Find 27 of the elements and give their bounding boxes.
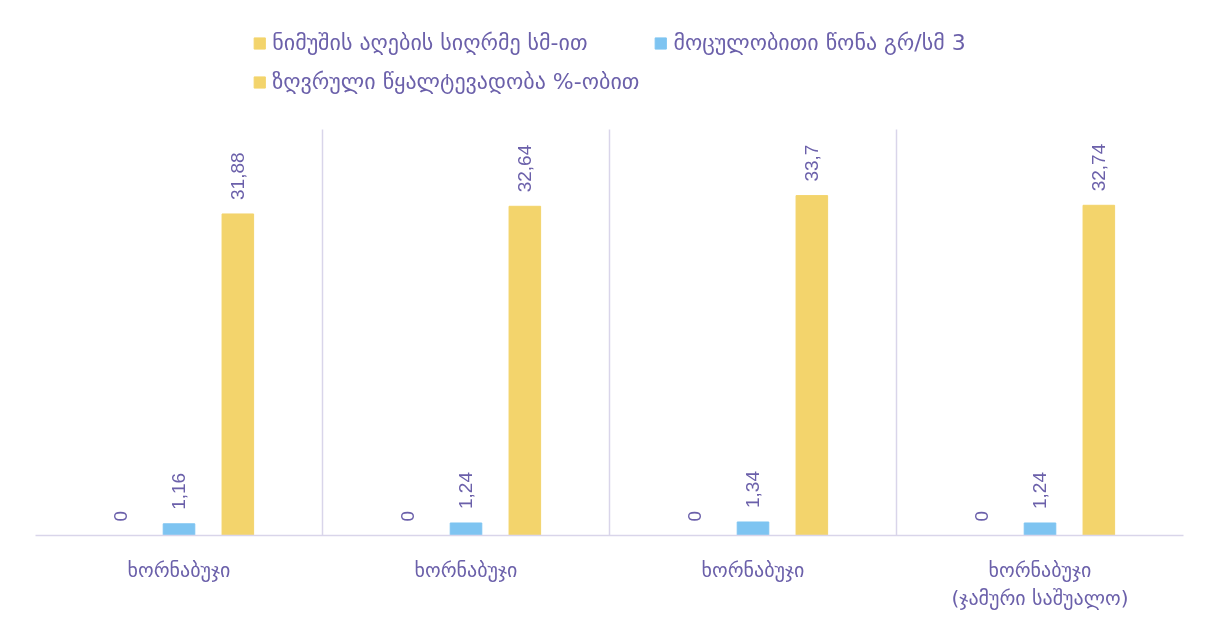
bar — [795, 195, 829, 536]
data-label: 0 — [683, 510, 705, 522]
data-label: 0 — [396, 510, 418, 522]
data-label: 1,24 — [455, 471, 477, 509]
legend-label: ნიმუშის აღების სიღრმე სმ-ით — [272, 30, 588, 55]
data-label: 32,74 — [1088, 143, 1110, 192]
x-tick-label: ხორნაბუჯი — [127, 557, 231, 582]
data-label: 1,34 — [742, 470, 764, 508]
x-tick-label: ხორნაბუჯი (ჯამური საშუალო) — [951, 557, 1129, 611]
legend-label: ზღვრული წყალტევადობა %-ობით — [272, 69, 640, 94]
bar — [736, 521, 770, 536]
bar — [221, 213, 255, 536]
data-label: 1,16 — [168, 472, 190, 510]
data-label: 1,24 — [1029, 471, 1051, 509]
bar — [162, 523, 196, 536]
data-label: 33,7 — [801, 144, 823, 182]
x-tick-label: ხორნაბუჯი — [701, 557, 805, 582]
data-label: 0 — [109, 510, 131, 522]
bar — [1023, 522, 1057, 536]
data-label: 0 — [970, 510, 992, 522]
bar — [508, 205, 542, 536]
data-label: 31,88 — [227, 152, 249, 200]
bar — [449, 522, 483, 536]
legend-label: მოცულობითი წონა გრ/სმ 3 — [673, 30, 966, 55]
bar — [1082, 204, 1116, 536]
x-tick-label: ხორნაბუჯი — [414, 557, 518, 582]
data-label: 32,64 — [514, 144, 536, 193]
